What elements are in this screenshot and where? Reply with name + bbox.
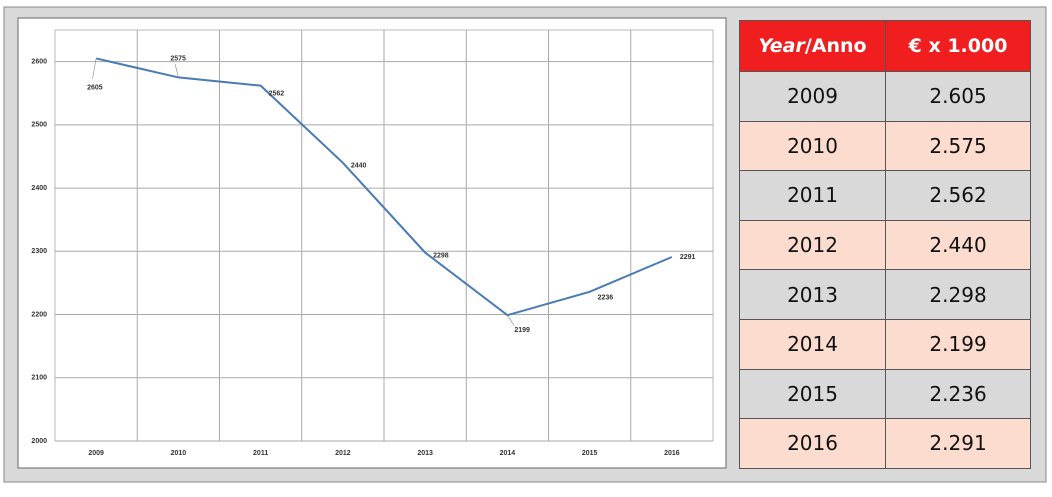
value-cell: 2.605 [885, 71, 1031, 122]
table-row: 2013 2.298 [738, 269, 1031, 320]
year-cell: 2015 [738, 368, 887, 420]
y-tick-label: 2000 [31, 438, 47, 445]
table-row: 2010 2.575 [738, 120, 1031, 172]
year-cell: 2012 [738, 219, 887, 271]
y-tick-label: 2100 [31, 375, 47, 382]
leader-line [92, 58, 97, 79]
data-label: 2298 [433, 252, 449, 259]
value-cell: 2.562 [885, 170, 1031, 221]
header-cell: € x 1.000 [885, 20, 1031, 72]
x-tick-label: 2014 [500, 450, 516, 457]
table-row: 2015 2.236 [738, 368, 1031, 420]
header-cell: Year/Anno [738, 20, 887, 72]
leader-line [507, 315, 515, 326]
data-table: Year/Anno € x 1.000 2009 2.605 2010 2.575 20… [738, 20, 1031, 469]
year-cell: 2016 [738, 418, 887, 469]
leader-line [174, 64, 179, 78]
year-cell: 2014 [738, 318, 887, 370]
data-label: 2575 [170, 55, 186, 62]
table-row: 2011 2.562 [738, 170, 1031, 221]
data-label: 2291 [680, 254, 696, 261]
table-row: 2009 2.605 [738, 71, 1031, 122]
data-label: 2236 [598, 295, 614, 302]
value-cell: 2.199 [885, 318, 1031, 370]
x-tick-label: 2013 [417, 450, 433, 457]
value-cell: 2.298 [885, 269, 1031, 320]
table-header: Year/Anno € x 1.000 [738, 20, 1031, 72]
x-tick-label: 2016 [664, 450, 680, 457]
y-tick-label: 2600 [31, 58, 47, 65]
data-label: 2562 [269, 90, 285, 97]
y-tick-label: 2500 [31, 122, 47, 129]
value-cell: 2.236 [885, 368, 1031, 420]
line-series [95, 57, 673, 317]
year-cell: 2010 [738, 120, 887, 172]
year-cell: 2011 [738, 170, 887, 221]
x-tick-label: 2015 [582, 450, 598, 457]
value-cell: 2.291 [885, 418, 1031, 469]
data-label: 2605 [87, 84, 103, 91]
table-row: 2014 2.199 [738, 318, 1031, 370]
header-year: Year [758, 35, 805, 57]
x-tick-label: 2011 [253, 450, 268, 457]
year-cell: 2009 [738, 71, 887, 122]
table-row: 2012 2.440 [738, 219, 1031, 271]
header-anno: /Anno [804, 35, 867, 57]
x-tick-label: 2010 [171, 450, 187, 457]
table-row: 2016 2.291 [738, 418, 1031, 469]
value-cell: 2.440 [885, 219, 1031, 271]
data-label: 2440 [351, 163, 367, 170]
y-tick-label: 2400 [31, 185, 47, 192]
y-tick-label: 2300 [31, 248, 47, 255]
y-tick-label: 2200 [31, 311, 47, 318]
data-label: 2199 [514, 327, 530, 334]
x-tick-label: 2009 [88, 450, 104, 457]
year-cell: 2013 [738, 269, 887, 320]
chart-panel [17, 17, 727, 469]
x-tick-label: 2012 [335, 450, 351, 457]
value-cell: 2.575 [885, 120, 1031, 172]
